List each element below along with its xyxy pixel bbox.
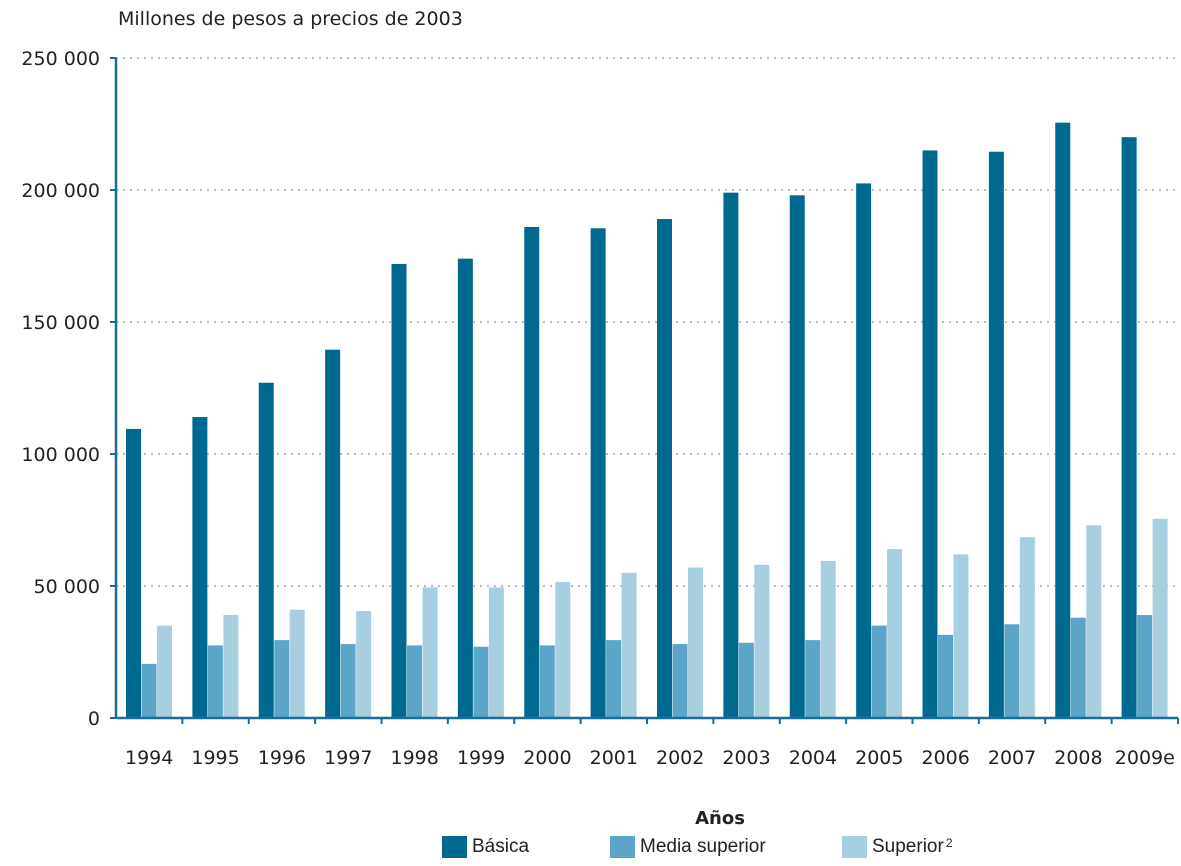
bar-media-superior-2009e — [1137, 615, 1153, 718]
bar-b-sica-1997 — [325, 349, 341, 718]
bar-b-sica-2000 — [524, 226, 540, 718]
bar-media-superior-2002 — [672, 644, 688, 718]
x-tick-label: 2002 — [656, 747, 704, 769]
x-tick-label: 2007 — [988, 747, 1036, 769]
bar-superior-2007 — [1019, 537, 1035, 718]
y-tick-label: 100 000 — [21, 444, 100, 466]
y-tick-label: 250 000 — [21, 48, 100, 70]
bar-superior-1999 — [488, 587, 504, 718]
bar-media-superior-1998 — [407, 645, 422, 718]
bar-b-sica-2004 — [789, 195, 805, 718]
bar-b-sica-2008 — [1055, 122, 1071, 719]
bar-superior-2003 — [754, 564, 770, 718]
bar-media-superior-1994 — [141, 663, 157, 718]
x-tick-label: 2006 — [922, 747, 970, 769]
bar-b-sica-2009e — [1121, 137, 1137, 718]
y-axis-ticks: 0 50 000 100 000 150 000 200 000 250 000 — [21, 48, 116, 730]
y-tick-label: 50 000 — [34, 576, 100, 598]
bar-superior-1996 — [289, 609, 305, 718]
y-tick-label: 200 000 — [21, 180, 100, 202]
x-axis-ticks: 1994 1995 1996 1997 1998 1999 2000 2001 2002 2003… — [125, 718, 1179, 769]
bar-superior-1997 — [356, 611, 372, 718]
legend-label-basica: Básica — [472, 836, 530, 857]
bar-media-superior-2001 — [606, 640, 622, 718]
bar-media-superior-2008 — [1070, 617, 1086, 718]
legend-swatch-media-superior — [610, 836, 635, 858]
bar-superior-2000 — [555, 582, 571, 718]
bar-superior-2004 — [820, 560, 836, 718]
bar-superior-1998 — [422, 587, 438, 718]
legend-item-superior: Superior 2 — [842, 835, 953, 859]
legend-swatch-basica — [442, 836, 467, 858]
bar-b-sica-2003 — [723, 192, 739, 718]
bar-b-sica-1994 — [126, 428, 141, 718]
x-tick-label: 1998 — [391, 747, 439, 769]
bar-superior-1994 — [157, 625, 172, 718]
x-tick-label: 2003 — [722, 747, 770, 769]
legend: Básica Media superior Superior 2 — [0, 835, 1181, 863]
bar-superior-2006 — [953, 554, 969, 718]
bar-b-sica-1996 — [258, 382, 274, 718]
x-axis-title: Años — [695, 808, 745, 829]
bar-b-sica-2007 — [988, 151, 1004, 719]
bar-media-superior-2006 — [938, 634, 953, 718]
x-tick-label: 2005 — [855, 747, 903, 769]
bar-superior-2002 — [688, 567, 703, 718]
bar-media-superior-2004 — [805, 640, 821, 718]
bar-b-sica-2001 — [590, 228, 606, 718]
bar-b-sica-2005 — [856, 183, 872, 718]
bar-media-superior-1999 — [473, 646, 489, 718]
legend-superscript-superior: 2 — [945, 836, 953, 850]
gridlines — [116, 57, 1178, 587]
bar-b-sica-2006 — [922, 150, 938, 718]
bar-b-sica-2002 — [657, 219, 672, 719]
legend-item-basica: Básica — [442, 835, 529, 859]
bar-superior-2001 — [621, 572, 637, 718]
bar-media-superior-1997 — [340, 644, 356, 718]
legend-item-media-superior: Media superior — [610, 835, 766, 859]
bars — [126, 122, 1168, 719]
bar-media-superior-2005 — [871, 625, 887, 718]
x-tick-label: 2004 — [789, 747, 837, 769]
bar-superior-2008 — [1086, 525, 1102, 718]
bar-media-superior-2007 — [1004, 624, 1020, 718]
x-tick-label: 2001 — [590, 747, 638, 769]
x-tick-label: 1997 — [324, 747, 372, 769]
legend-swatch-superior — [842, 836, 867, 858]
x-tick-label: 2000 — [523, 747, 571, 769]
bar-b-sica-1998 — [391, 263, 407, 718]
bar-b-sica-1995 — [192, 417, 208, 718]
legend-label-media-superior: Media superior — [640, 836, 766, 857]
y-axis-title: Millones de pesos a precios de 2003 — [118, 8, 463, 30]
x-tick-label: 2009e — [1115, 747, 1175, 769]
x-tick-label: 1995 — [191, 747, 239, 769]
legend-label-superior: Superior — [872, 836, 944, 857]
x-tick-label: 1999 — [457, 747, 505, 769]
bar-media-superior-1996 — [274, 640, 290, 718]
bar-media-superior-2003 — [738, 642, 754, 718]
bar-superior-1995 — [223, 615, 239, 718]
x-tick-label: 1994 — [125, 747, 173, 769]
x-tick-label: 1996 — [258, 747, 306, 769]
bar-b-sica-1999 — [457, 258, 473, 718]
y-tick-label: 0 — [88, 708, 100, 730]
bar-superior-2009e — [1152, 518, 1168, 718]
y-tick-label: 150 000 — [21, 312, 100, 334]
bar-superior-2005 — [887, 549, 903, 718]
x-tick-label: 2008 — [1054, 747, 1102, 769]
bar-media-superior-2000 — [539, 645, 555, 718]
bar-media-superior-1995 — [207, 645, 223, 718]
